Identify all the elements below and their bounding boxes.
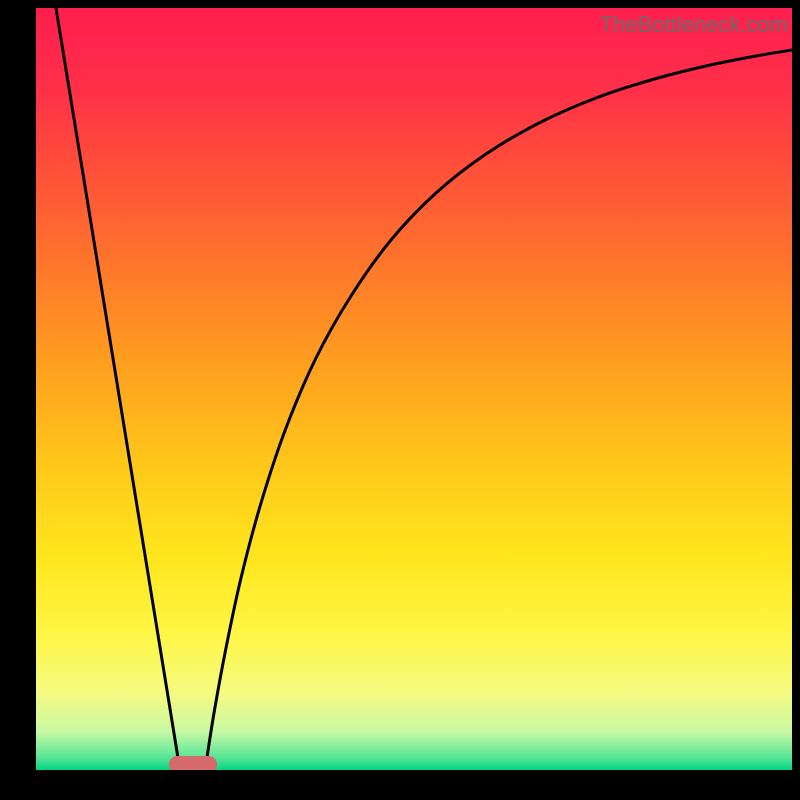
chart-frame: TheBottleneck.com: [0, 0, 800, 800]
plot-area: [36, 8, 792, 770]
curve-layer: [36, 8, 792, 770]
bottleneck-marker: [169, 756, 217, 771]
watermark-text: TheBottleneck.com: [600, 12, 788, 38]
border-right: [792, 0, 800, 800]
border-bottom: [0, 770, 800, 800]
border-left: [0, 0, 36, 800]
border-top: [0, 0, 800, 8]
